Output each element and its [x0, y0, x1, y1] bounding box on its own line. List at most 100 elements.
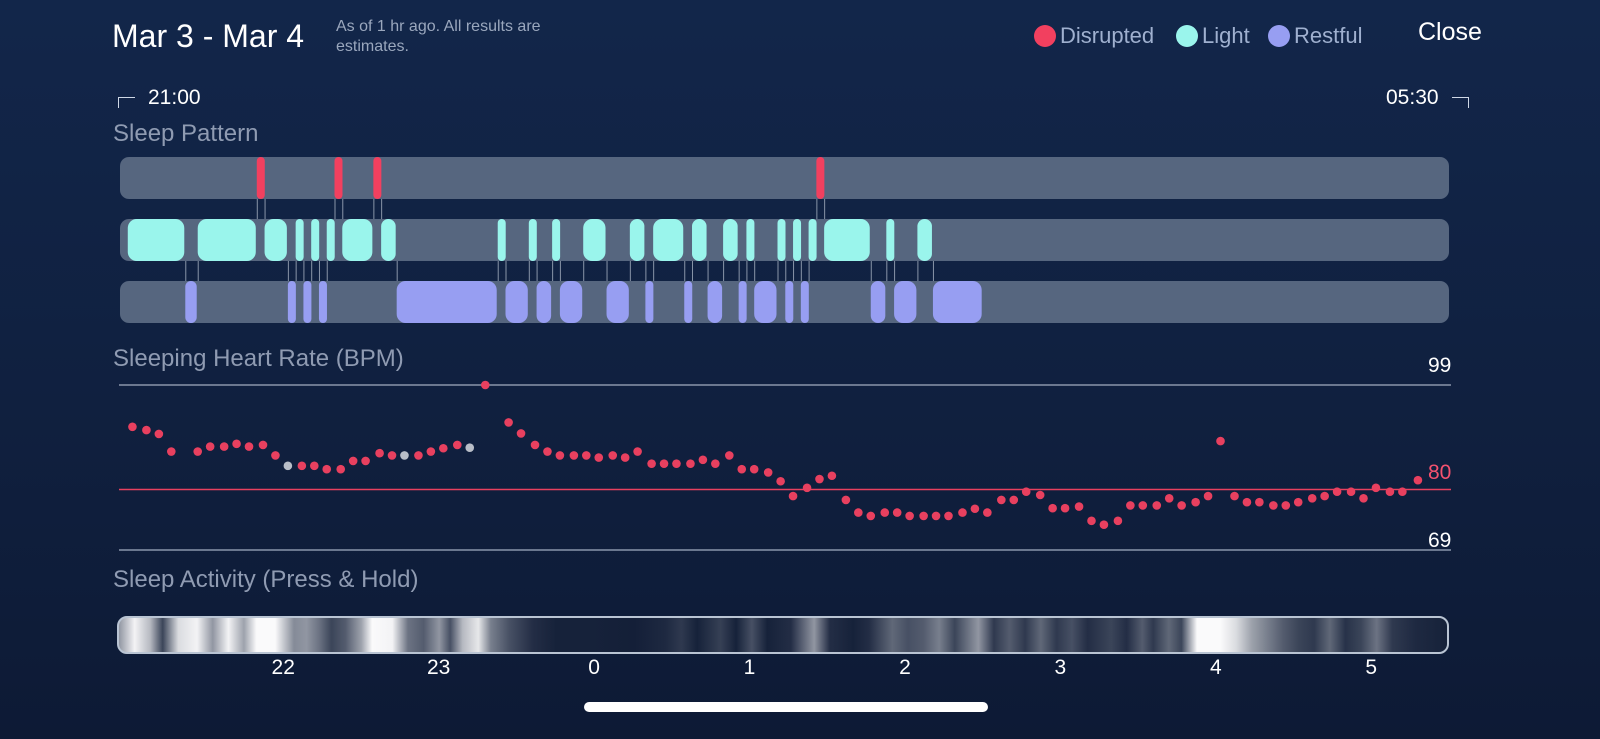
min-value-label: 69: [1428, 529, 1452, 552]
heart-rate-point: [361, 456, 370, 466]
time-tick-label: 1: [743, 656, 756, 679]
heart-rate-point: [569, 451, 579, 460]
heart-rate-point: [1048, 503, 1057, 513]
heart-rate-point: [530, 440, 540, 450]
start-time-marker: 21:00: [118, 86, 201, 110]
sleep-segment-restful: [785, 281, 794, 323]
sleep-segment-restful: [185, 281, 197, 323]
time-tick-label: 23: [426, 656, 451, 679]
sleep-segment-light: [311, 219, 320, 261]
heart-rate-point: [659, 459, 669, 468]
heart-rate-point: [1035, 490, 1045, 500]
time-tick-label: 0: [588, 656, 600, 679]
sleep-segment-restful: [684, 281, 693, 323]
heart-rate-point: [1242, 497, 1252, 507]
legend-label-restful: Restful: [1294, 23, 1363, 48]
heart-rate-point: [737, 464, 747, 474]
heart-rate-point: [582, 451, 591, 460]
heart-rate-point: [1021, 487, 1031, 497]
sleep-segment-light: [723, 219, 738, 261]
heart-rate-point: [439, 443, 448, 453]
time-tick-label: 5: [1365, 656, 1378, 679]
sleep-segment-light: [342, 219, 373, 261]
close-button[interactable]: Close: [1418, 18, 1482, 46]
heart-rate-point: [854, 508, 863, 517]
sleep-segment-restful: [645, 281, 654, 323]
sleep-segment-light: [917, 219, 932, 261]
heart-rate-point: [1152, 501, 1162, 510]
sleep-pattern-title: Sleep Pattern: [113, 120, 259, 147]
sleep-segment-restful: [536, 281, 552, 323]
sleep-segment-light: [127, 219, 185, 261]
light-dot-icon: [1176, 25, 1198, 47]
heart-rate-point: [504, 418, 513, 427]
heart-rate-point: [919, 511, 928, 521]
restful-dot-icon: [1268, 25, 1290, 47]
heart-rate-point: [142, 425, 151, 435]
sleep-segment-restful: [505, 281, 528, 323]
heart-rate-point: [1293, 497, 1303, 507]
heart-rate-point: [633, 447, 642, 456]
heart-rate-point: [336, 464, 346, 474]
legend-label-light: Light: [1202, 23, 1250, 48]
time-tick-label: 3: [1054, 656, 1067, 679]
sleep-segment-light: [777, 219, 786, 261]
sleep-segment-light: [552, 219, 561, 261]
end-time-marker: 05:30: [1386, 86, 1469, 110]
heart-rate-point: [1413, 475, 1423, 485]
heart-rate-point: [244, 442, 254, 451]
legend-item-restful: Restful: [1268, 22, 1362, 50]
sleep-segment-light: [808, 219, 817, 261]
heart-rate-point: [453, 440, 462, 450]
heart-rate-point: [672, 459, 681, 468]
heart-rate-title: Sleeping Heart Rate (BPM): [113, 345, 404, 372]
time-tick-label: 4: [1209, 656, 1222, 679]
heart-rate-point: [620, 453, 630, 462]
heart-rate-point: [555, 451, 565, 460]
average-value-label: 80: [1428, 461, 1452, 484]
sleep-segment-light: [653, 219, 684, 261]
start-time-label: 21:00: [148, 86, 201, 109]
heart-rate-point: [1281, 501, 1291, 510]
heart-rate-point: [205, 442, 215, 451]
heart-rate-point: [1216, 436, 1225, 446]
heart-rate-point: [166, 447, 176, 456]
heart-rate-point: [1385, 487, 1395, 497]
start-bracket-icon: [118, 96, 135, 108]
heart-rate-point: [1060, 503, 1070, 513]
time-tick-label: 2: [899, 656, 911, 679]
sleep-segment-light: [528, 219, 537, 261]
heart-rate-point: [788, 491, 798, 501]
sleep-segment-disrupted: [816, 157, 825, 199]
heart-rate-point: [1320, 491, 1329, 501]
heart-rate-point: [608, 451, 618, 460]
heart-rate-point: [480, 380, 490, 390]
heart-rate-point: [1255, 497, 1264, 507]
heart-rate-point: [387, 451, 397, 460]
heart-rate-point: [1203, 491, 1213, 501]
home-indicator[interactable]: [584, 702, 988, 712]
heart-rate-point: [1230, 491, 1239, 501]
disrupted-track: [120, 157, 1449, 199]
heart-rate-point: [958, 508, 967, 517]
sleep-segment-light: [692, 219, 707, 261]
sleep-activity-bar[interactable]: [117, 616, 1449, 654]
sleep-segment-light: [583, 219, 606, 261]
heart-rate-point: [1099, 520, 1109, 529]
heart-rate-point: [970, 504, 980, 514]
heart-rate-point: [763, 468, 773, 477]
heart-rate-point: [647, 459, 656, 468]
sleep-segment-restful: [894, 281, 917, 323]
heart-rate-point: [258, 440, 268, 450]
sleep-segment-light: [197, 219, 256, 261]
heart-rate-point: [711, 459, 720, 468]
heart-rate-point: [154, 429, 164, 439]
heart-rate-point: [465, 443, 475, 453]
heart-rate-point: [400, 451, 409, 460]
heart-rate-point: [309, 461, 319, 471]
heart-rate-point: [283, 461, 293, 471]
sleep-segment-restful: [303, 281, 312, 323]
sleep-segment-light: [824, 219, 870, 261]
heart-rate-point: [827, 471, 837, 481]
